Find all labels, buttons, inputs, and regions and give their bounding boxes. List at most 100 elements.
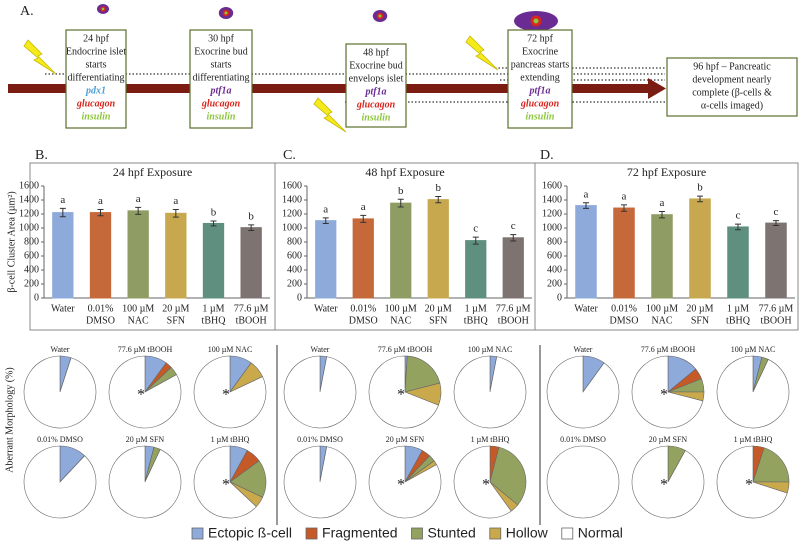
pie-slice: [453, 445, 512, 519]
legend-swatch: [411, 527, 423, 540]
x-tick-label: tBHQ: [464, 315, 489, 326]
y-tick-label: 1000: [542, 222, 562, 233]
stage-text: 72 hpf: [527, 33, 554, 44]
pie-slice: [283, 355, 357, 429]
y-tick-label: 400: [24, 264, 39, 275]
significance-letter: a: [622, 190, 627, 202]
error-bar: [172, 208, 179, 218]
pie-title: Water: [574, 345, 593, 354]
panel-label: D.: [540, 148, 554, 163]
x-tick-label: SFN: [429, 315, 447, 326]
panel-label: B.: [35, 148, 48, 163]
significance-star: *: [222, 387, 230, 404]
pie-slice: [752, 447, 790, 483]
legend-label: Fragmented: [322, 525, 397, 541]
stage-box: [507, 29, 573, 129]
x-tick-label: Water: [314, 303, 338, 314]
bar: [89, 212, 112, 299]
x-tick-label: DMSO: [349, 315, 378, 326]
error-bar: [435, 196, 442, 204]
gene-label: pdx1: [85, 85, 106, 96]
stage-box: [189, 29, 253, 129]
y-tick-label: 800: [547, 236, 562, 247]
legend-label: Ectopic ß-cell: [208, 525, 292, 541]
bar: [127, 210, 149, 299]
significance-letter: a: [323, 203, 328, 215]
error-bar: [510, 234, 517, 242]
pie-slice: [716, 355, 790, 429]
error-bar: [135, 206, 142, 215]
significance-letter: b: [697, 182, 703, 194]
y-tick-label: 1200: [19, 208, 39, 219]
stage-text: differentiating: [67, 72, 124, 83]
error-bar: [59, 207, 66, 218]
pie-title: 0.01% DMSO: [560, 435, 606, 444]
error-bar: [472, 236, 479, 245]
y-tick-label: 0: [297, 292, 302, 303]
x-tick-label: 20 µM: [425, 303, 452, 314]
final-text: complete (β-cells &: [692, 87, 772, 98]
stage-text: Exocrine: [522, 46, 559, 57]
bar: [427, 199, 449, 299]
gene-label: glucagon: [356, 99, 396, 110]
chart-title: 72 hpf Exposure: [627, 165, 706, 179]
significance-star: *: [660, 477, 668, 494]
pie-slice: [368, 445, 442, 519]
y-tick-label: 200: [24, 278, 39, 289]
x-tick-label: 20 µM: [686, 303, 713, 314]
final-box: [666, 57, 798, 117]
timeline-arrowhead: [648, 78, 666, 99]
legend-swatch: [561, 527, 574, 540]
pie-y-label: Aberrant Morphology (%): [4, 367, 15, 473]
y-tick-label: 1400: [282, 194, 302, 205]
x-tick-label: 77.6 µM: [759, 303, 794, 314]
figure-label: A.: [20, 4, 34, 19]
significance-star: *: [222, 477, 230, 494]
x-tick-label: Water: [51, 303, 75, 314]
y-tick-label: 200: [287, 278, 302, 289]
pie-slice: [193, 355, 267, 429]
x-tick-label: 20 µM: [162, 303, 189, 314]
bar: [727, 226, 749, 299]
significance-letter: c: [736, 210, 741, 222]
x-tick-label: 0.01%: [350, 303, 376, 314]
gene-label: insulin: [362, 112, 391, 123]
pie-slice: [193, 445, 257, 519]
legend-swatch: [191, 527, 204, 540]
y-tick-label: 1000: [282, 222, 302, 233]
chart-title: 24 hpf Exposure: [113, 165, 192, 179]
pie-slice: [546, 355, 620, 429]
significance-star: *: [745, 477, 753, 494]
pie-title: 100 µM NAC: [731, 345, 776, 354]
pie-slice: [489, 446, 527, 506]
significance-letter: c: [774, 206, 779, 218]
pie-title: 0.01% DMSO: [37, 435, 83, 444]
pie-slice: [108, 445, 182, 519]
significance-letter: b: [436, 182, 442, 194]
stage-box: [65, 29, 127, 129]
error-bar: [697, 195, 703, 203]
significance-letter: c: [473, 223, 478, 235]
x-tick-label: NAC: [390, 315, 411, 326]
x-tick-label: 0.01%: [611, 303, 637, 314]
pie-title: 1 µM tBHQ: [734, 435, 773, 444]
bar: [165, 212, 187, 299]
y-axis-label: β-cell Cluster Area (µm²): [6, 191, 17, 292]
legend-label: Hollow: [506, 525, 549, 541]
x-tick-label: 100 µM: [122, 303, 154, 314]
error-bar: [360, 214, 367, 223]
x-tick-label: 77.6 µM: [496, 303, 531, 314]
pie-slice: [546, 445, 620, 519]
significance-star: *: [482, 477, 490, 494]
pie-slice: [108, 355, 182, 429]
gene-label: ptf1a: [364, 86, 386, 97]
pie-title: 100 µM NAC: [468, 345, 513, 354]
error-bar: [621, 204, 627, 212]
x-tick-label: NAC: [651, 315, 672, 326]
cell-icon-center: [533, 18, 539, 24]
pie-slice: [404, 355, 441, 393]
timeline-arrow: [8, 84, 650, 93]
bar: [202, 222, 225, 299]
gene-label: ptf1a: [209, 85, 231, 96]
x-tick-label: 1 µM: [465, 303, 487, 314]
